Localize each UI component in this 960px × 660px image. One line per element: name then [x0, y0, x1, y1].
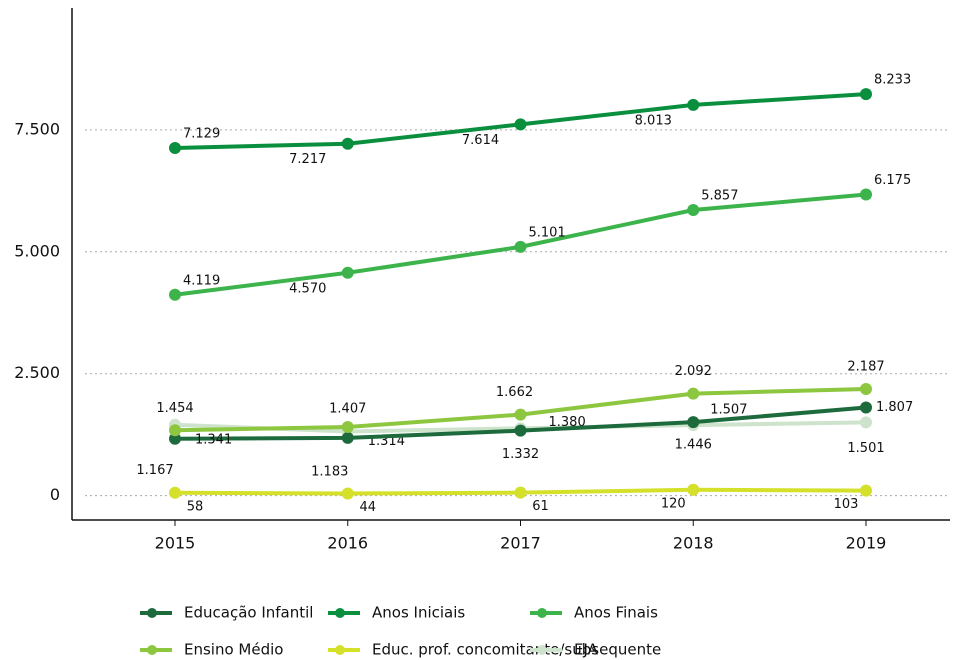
- point: [514, 486, 527, 499]
- x-tick-label: 2017: [500, 534, 541, 553]
- data-label: 1.507: [710, 403, 747, 418]
- data-label: 61: [532, 499, 549, 514]
- point: [341, 421, 354, 434]
- data-label: 7.129: [183, 126, 220, 141]
- x-tick-label: 2015: [155, 534, 196, 553]
- data-label: 1.167: [136, 463, 173, 478]
- y-tick-label: 5.000: [14, 241, 60, 260]
- point: [860, 416, 872, 429]
- point: [860, 188, 872, 201]
- point: [514, 408, 527, 421]
- y-tick-label: 2.500: [14, 363, 60, 382]
- data-label: 4.570: [289, 281, 326, 296]
- point: [860, 401, 872, 414]
- legend-item: Anos Iniciais: [328, 604, 465, 622]
- data-label: 1.662: [496, 385, 533, 400]
- legend-marker: [537, 645, 547, 655]
- data-label: 5.857: [701, 189, 738, 204]
- data-label: 1.446: [675, 438, 712, 453]
- data-label: 7.614: [462, 133, 499, 148]
- legend-label: Anos Finais: [574, 604, 658, 622]
- x-tick-label: 2016: [327, 534, 368, 553]
- legend-item: Anos Finais: [530, 604, 658, 622]
- legend-label: EJA: [574, 641, 599, 659]
- series: 58 44 61 120 103: [169, 483, 872, 515]
- data-label: 1.341: [195, 433, 232, 448]
- legend-label: Anos Iniciais: [372, 604, 465, 622]
- legend-item: Ensino Médio: [140, 641, 283, 659]
- series: 1.341 1.407 1.662 2.092 2.187: [169, 359, 885, 448]
- legend-label: Educação Infantil: [184, 604, 313, 622]
- legend-label: Ensino Médio: [184, 641, 283, 659]
- point: [687, 416, 700, 429]
- y-tick-label: 0: [50, 485, 60, 504]
- legend-item: Educ. prof. concomitante/subsequente: [328, 641, 661, 659]
- point: [514, 240, 527, 253]
- data-label: 1.183: [311, 464, 348, 479]
- data-label: 1.501: [847, 441, 884, 456]
- point: [169, 141, 181, 154]
- legend-marker: [147, 645, 157, 655]
- data-label: 103: [834, 497, 859, 512]
- point: [169, 432, 181, 445]
- legend-marker: [147, 608, 157, 618]
- point: [860, 88, 872, 101]
- legend-marker: [335, 645, 345, 655]
- point: [169, 288, 181, 301]
- point: [169, 424, 181, 437]
- legend-marker: [335, 608, 345, 618]
- data-label: 2.187: [847, 359, 884, 374]
- data-label: 2.092: [675, 364, 712, 379]
- data-label: 6.175: [874, 173, 911, 188]
- point: [341, 266, 354, 279]
- point: [687, 98, 700, 111]
- data-label: 1.332: [502, 447, 539, 462]
- point: [341, 487, 354, 500]
- series: 1.167 1.183 1.332 1.507 1.807: [136, 400, 913, 479]
- series: 7.129 7.217 7.614 8.013 8.233: [169, 73, 911, 167]
- data-label: 44: [359, 500, 376, 515]
- point: [514, 118, 527, 131]
- data-label: 8.233: [874, 73, 911, 88]
- series: 4.119 4.570 5.101 5.857 6.175: [169, 173, 911, 301]
- point: [687, 387, 700, 400]
- data-label: 4.119: [183, 273, 220, 288]
- data-label: 1.407: [329, 402, 366, 417]
- point: [514, 424, 527, 437]
- x-tick-label: 2018: [673, 534, 714, 553]
- legend-marker: [537, 608, 547, 618]
- point: [687, 204, 700, 217]
- data-label: 5.101: [529, 225, 566, 240]
- point: [169, 486, 181, 499]
- legend-label: Educ. prof. concomitante/subsequente: [372, 641, 661, 659]
- data-label: 1.807: [876, 400, 913, 415]
- point: [687, 483, 700, 496]
- x-tick-label: 2019: [846, 534, 887, 553]
- point: [341, 431, 354, 444]
- data-label: 7.217: [289, 152, 326, 167]
- point: [860, 382, 872, 395]
- data-label: 1.454: [156, 401, 193, 416]
- legend-item: EJA: [530, 641, 599, 659]
- data-label: 120: [661, 496, 686, 511]
- data-label: 58: [187, 499, 204, 514]
- legend-item: Educação Infantil: [140, 604, 313, 622]
- point: [860, 484, 872, 497]
- y-tick-label: 7.500: [14, 119, 60, 138]
- data-label: 8.013: [635, 113, 672, 128]
- point: [341, 137, 354, 150]
